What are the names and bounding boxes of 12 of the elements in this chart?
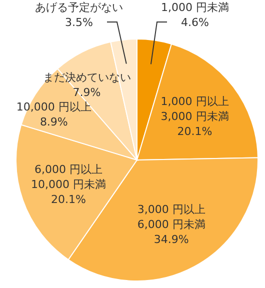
data-label: 7.9% (72, 86, 101, 99)
data-label: 8.9% (40, 115, 68, 128)
data-label: 4.6% (181, 16, 209, 29)
data-label: 34.9% (154, 232, 189, 246)
slice-label: 6,000 円以上 10,000 円未満 (30, 162, 106, 191)
slice-label: 1,000 円未満 (161, 1, 229, 14)
slice-label: 3,000 円以上 6,000 円未満 (137, 202, 206, 231)
data-label: 20.1% (50, 192, 86, 206)
data-label: 20.1% (177, 125, 212, 138)
slice-label: あげる予定がない (35, 1, 123, 14)
slice-label: 1,000 円以上 3,000 円未満 (160, 95, 229, 124)
data-label: 3.5% (65, 16, 93, 29)
